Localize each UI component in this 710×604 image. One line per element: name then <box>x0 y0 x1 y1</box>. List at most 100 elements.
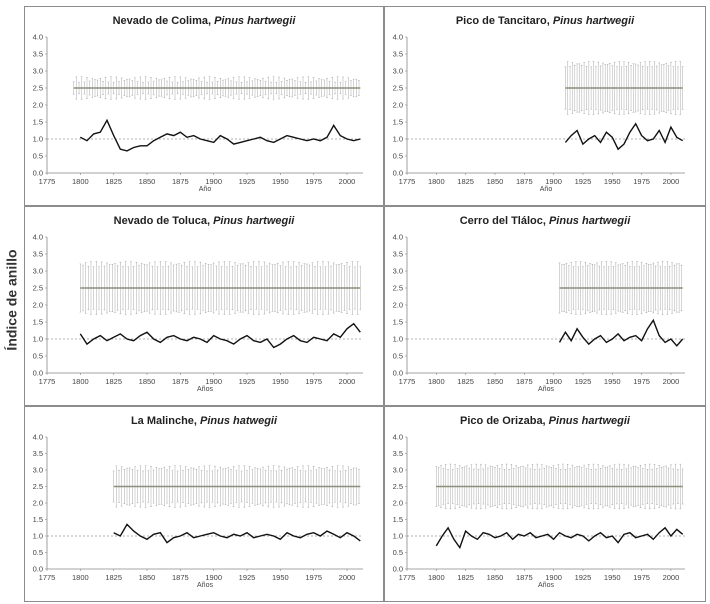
chart-title: Nevado de Colima, Pinus hartwegii <box>25 15 383 27</box>
x-tick-label: 1900 <box>545 177 562 186</box>
x-tick-label: 1775 <box>39 573 56 582</box>
y-tick-label: 2.5 <box>33 284 43 293</box>
y-tick-label: 4.0 <box>33 33 43 42</box>
chart-panel-3: Nevado de Toluca, Pinus hartwegii 0.0 0.5 1… <box>24 206 384 406</box>
y-tick-label: 2.0 <box>393 301 403 310</box>
x-tick-label: 1850 <box>487 177 504 186</box>
chart-panel-4: Cerro del Tláloc, Pinus hartwegii 0.0 0.5 1… <box>384 206 706 406</box>
x-tick-label: 1850 <box>487 573 504 582</box>
y-tick-label: 1.5 <box>393 318 403 327</box>
y-tick-label: 0.5 <box>33 548 43 557</box>
y-tick-label: 3.0 <box>33 67 43 76</box>
y-tick-label: 2.5 <box>393 482 403 491</box>
y-tick-label: 0.5 <box>393 548 403 557</box>
x-tick-label: 1925 <box>575 377 592 386</box>
ring-index-series-line <box>435 526 684 550</box>
y-tick-label: 1.0 <box>33 532 43 541</box>
chart-svg: 0.0 0.5 1.0 1.5 2.0 2.5 3.0 3.5 4.0 1775 1800 1825 1… <box>33 233 363 386</box>
x-tick-label: 1775 <box>399 177 416 186</box>
x-tick-label: 1975 <box>633 573 650 582</box>
x-axis-label: Años <box>197 386 213 393</box>
y-tick-label: 3.0 <box>393 267 403 276</box>
shared-y-axis-label: Índice de anillo <box>0 220 24 380</box>
chart-title-species: Pinus hartwegii <box>552 15 635 27</box>
x-tick-label: 1825 <box>457 573 474 582</box>
y-tick-label: 0.0 <box>33 565 43 574</box>
y-tick-label: 0.0 <box>33 369 43 378</box>
y-tick-label: 4.0 <box>33 233 43 242</box>
x-tick-label: 1875 <box>172 377 189 386</box>
x-tick-label: 1825 <box>457 377 474 386</box>
y-tick-label: 2.0 <box>33 301 43 310</box>
x-tick-label: 1775 <box>399 377 416 386</box>
x-tick-label: 1850 <box>487 377 504 386</box>
x-tick-label: 1950 <box>272 177 289 186</box>
chart-title-species: Pinus hartwegii <box>548 215 631 227</box>
y-tick-label: 4.0 <box>393 433 403 442</box>
x-tick-label: 1975 <box>305 573 322 582</box>
y-tick-label: 1.0 <box>33 135 43 144</box>
x-tick-label: 1850 <box>139 177 156 186</box>
y-tick-label: 2.0 <box>393 499 403 508</box>
y-tick-label: 2.5 <box>393 284 403 293</box>
x-tick-label: 1775 <box>39 177 56 186</box>
x-tick-label: 1925 <box>575 573 592 582</box>
ring-index-series-line <box>113 523 361 544</box>
y-axis-label-text: Índice de anillo <box>4 249 21 351</box>
y-tick-label: 2.5 <box>33 84 43 93</box>
y-tick-label: 1.5 <box>33 515 43 524</box>
x-tick-label: 1925 <box>239 177 256 186</box>
x-tick-label: 1900 <box>205 177 222 186</box>
x-tick-label: 1800 <box>428 377 445 386</box>
x-tick-label: 1900 <box>205 573 222 582</box>
x-tick-label: 1850 <box>139 573 156 582</box>
chart-title-site: Pico de Tancitaro, <box>455 15 553 27</box>
y-tick-label: 3.5 <box>393 50 403 59</box>
x-tick-label: 1850 <box>139 377 156 386</box>
x-axis-label: Años <box>538 386 554 393</box>
chart-title: La Malinche, Pinus hatwegii <box>25 415 383 427</box>
y-tick-label: 3.0 <box>33 466 43 475</box>
x-axis-label: Año <box>198 186 212 193</box>
chart-title-species: Pinus hartwegii <box>214 15 296 27</box>
chart-panel-1: Nevado de Colima, Pinus hartwegii 0.0 0.5 1… <box>24 6 384 206</box>
y-tick-label: 0.5 <box>393 152 403 161</box>
x-tick-label: 1950 <box>604 177 621 186</box>
chart-svg: 0.0 0.5 1.0 1.5 2.0 2.5 3.0 3.5 4.0 1775 1800 1825 1… <box>33 433 363 582</box>
chart-title-site: Nevado de Toluca, <box>113 215 214 227</box>
y-tick-label: 3.5 <box>393 250 403 259</box>
y-tick-label: 1.0 <box>393 532 403 541</box>
x-tick-label: 1875 <box>516 377 533 386</box>
y-tick-label: 2.0 <box>33 499 43 508</box>
chart-title-site: La Malinche, <box>130 415 201 427</box>
y-tick-label: 1.5 <box>393 515 403 524</box>
y-tick-label: 0.0 <box>393 565 403 574</box>
x-tick-label: 2000 <box>339 177 356 186</box>
y-tick-label: 3.0 <box>33 267 43 276</box>
x-tick-label: 1975 <box>305 177 322 186</box>
chart-title-species: Pinus hartwegii <box>213 215 295 227</box>
y-tick-label: 3.0 <box>393 466 403 475</box>
y-tick-label: 0.5 <box>33 352 43 361</box>
x-tick-label: 2000 <box>339 377 356 386</box>
y-tick-label: 0.0 <box>393 369 403 378</box>
x-tick-label: 1950 <box>604 573 621 582</box>
chart-title: Pico de Orizaba, Pinus hartwegii <box>385 415 705 427</box>
x-tick-label: 1925 <box>575 177 592 186</box>
y-tick-label: 1.0 <box>393 135 403 144</box>
chart-svg: 0.0 0.5 1.0 1.5 2.0 2.5 3.0 3.5 4.0 1775 1800 1825 1… <box>33 33 363 186</box>
y-tick-label: 4.0 <box>33 433 43 442</box>
x-tick-label: 1925 <box>239 377 256 386</box>
x-tick-label: 1950 <box>272 573 289 582</box>
chart-svg: 0.0 0.5 1.0 1.5 2.0 2.5 3.0 3.5 4.0 1775 1800 1825 1… <box>393 433 685 582</box>
y-tick-label: 3.5 <box>393 449 403 458</box>
x-tick-label: 2000 <box>339 573 356 582</box>
chart-panel-2: Pico de Tancitaro, Pinus hartwegii 0.0 0.5… <box>384 6 706 206</box>
chart-panel-5: La Malinche, Pinus hatwegii 0.0 0.5 1.0 1.5 2… <box>24 406 384 602</box>
chart-title: Cerro del Tláloc, Pinus hartwegii <box>385 215 705 227</box>
y-tick-label: 2.0 <box>393 101 403 110</box>
x-tick-label: 1800 <box>72 377 89 386</box>
chart-svg: 0.0 0.5 1.0 1.5 2.0 2.5 3.0 3.5 4.0 1775 1800 1825 1… <box>393 33 685 186</box>
x-tick-label: 1900 <box>545 377 562 386</box>
x-tick-label: 1875 <box>172 573 189 582</box>
